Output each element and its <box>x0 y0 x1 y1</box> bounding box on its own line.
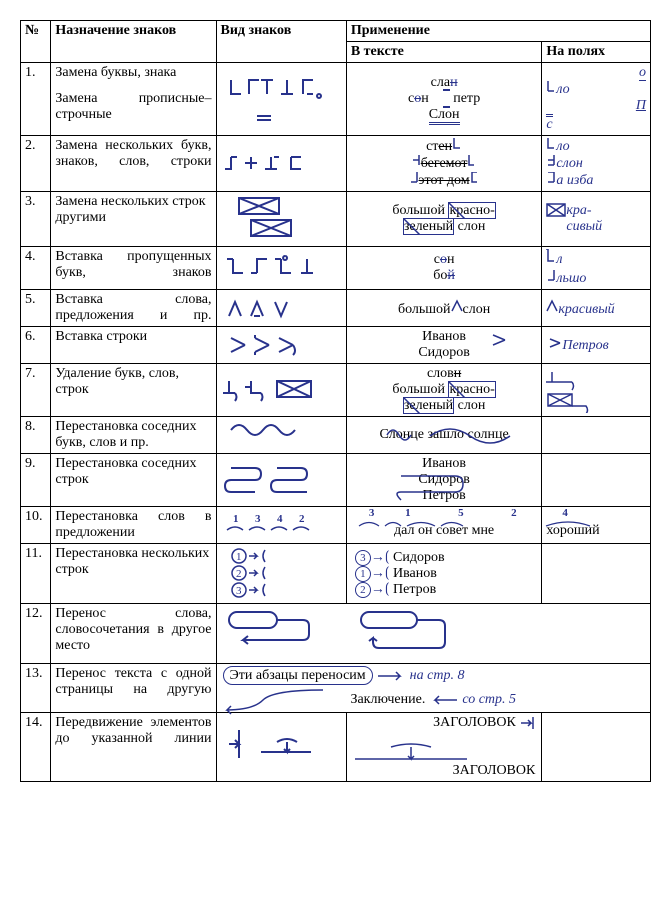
svg-text:4: 4 <box>277 513 283 525</box>
svg-text:2: 2 <box>236 568 242 580</box>
mark-icon <box>413 155 421 167</box>
curve-icon <box>223 688 333 716</box>
table-row: 13. Перенос текста с одной страницы на д… <box>21 664 651 713</box>
table-row: 2. Замена нескольких букв, знаков, слов,… <box>21 136 651 192</box>
col-assignment: Назначение знаков <box>51 21 216 63</box>
delete-icon <box>221 375 321 405</box>
reorder-icon: 1 3 4 2 <box>221 510 331 540</box>
align-right-icon <box>519 715 535 731</box>
table-row: 6. Вставка строки Иванов Сидоров Петров <box>21 327 651 364</box>
table-row: 4. Вставка пропущенных букв, знаков сон … <box>21 247 651 290</box>
swap-lines-icon <box>221 460 321 500</box>
table-row: 10. Перестановка слов в предложении 1 3 … <box>21 507 651 544</box>
mark-icon <box>546 155 556 167</box>
transpose-icon <box>385 425 415 445</box>
caret-icon <box>451 299 463 313</box>
insert-mark-icon <box>221 253 331 283</box>
table-row: 11. Перестановка нескольких строк 1 2 3 … <box>21 544 651 604</box>
delete-margin-icon <box>546 368 606 413</box>
table-row: 14. Передвижение элементов до указанной … <box>21 713 651 782</box>
replace-multi-icon <box>221 149 331 179</box>
col-margin: На полях <box>542 42 651 63</box>
mark-icon <box>546 249 556 263</box>
cross-icon <box>449 203 494 218</box>
row-margin: о ло П с <box>542 63 651 136</box>
table-row: 1. Замена буквы, знака Замена прописные–… <box>21 63 651 136</box>
swap-lines-icon <box>395 470 475 508</box>
col-intext: В тексте <box>346 42 542 63</box>
col-number: № <box>21 21 51 63</box>
row-intext: слан сон петр Слон <box>346 63 542 136</box>
caret-icon <box>546 299 558 313</box>
mark-icon <box>546 81 556 93</box>
cross-icon <box>404 398 453 413</box>
cross-icon <box>449 382 494 397</box>
row-assign: Замена буквы, знака Замена прописные– ст… <box>51 63 216 136</box>
table-row: 7. Удаление букв, слов, строк словн боль… <box>21 364 651 417</box>
arrow-right-icon <box>376 670 406 682</box>
align-icon <box>221 722 331 772</box>
mark-icon <box>546 172 556 184</box>
cross-icon <box>404 219 453 234</box>
row-num: 1. <box>21 63 51 136</box>
svg-text:3: 3 <box>236 585 242 597</box>
header-row-1: № Назначение знаков Вид знаков Применени… <box>21 21 651 42</box>
mark-icon <box>470 172 478 184</box>
reorder-arc-icon <box>357 518 517 528</box>
table-row: 3. Замена нескольких строк другими больш… <box>21 192 651 247</box>
mark-icon <box>546 138 556 150</box>
proofreaders-marks-table: № Назначение знаков Вид знаков Применени… <box>20 20 651 782</box>
col-application: Применение <box>346 21 650 42</box>
insert-line-icon <box>546 337 562 349</box>
svg-text:1: 1 <box>236 551 242 563</box>
insert-line-icon <box>221 333 311 358</box>
mark-icon <box>452 138 462 150</box>
caret-icon <box>221 296 301 321</box>
table-row: 5. Вставка слова, предложения и пр. боль… <box>21 290 651 327</box>
reorder-lines-icon: 1 2 3 <box>221 546 311 601</box>
move-block-icon <box>221 606 521 661</box>
crossed-box-icon <box>546 203 566 219</box>
mark-icon <box>546 268 556 282</box>
align-down-icon <box>351 741 471 763</box>
reorder-arc-icon <box>544 518 594 528</box>
transpose-icon <box>428 425 518 447</box>
insert-line-icon <box>489 333 507 347</box>
arrow-left-icon <box>429 694 459 706</box>
table-row: 9. Перестановка соседних строк Иванов Си… <box>21 454 651 507</box>
table-row: 12. Перенос слова, словосочетания в друг… <box>21 604 651 664</box>
mark-icon <box>411 172 419 184</box>
row-marks <box>216 63 346 136</box>
table-row: 8. Перестановка соседних букв, слов и пр… <box>21 417 651 454</box>
crossed-box-icon <box>221 194 311 244</box>
svg-text:3: 3 <box>255 513 261 525</box>
svg-text:2: 2 <box>299 513 305 525</box>
replace-mark-icon <box>221 72 331 127</box>
col-appearance: Вид знаков <box>216 21 346 63</box>
mark-icon <box>467 155 475 167</box>
transpose-icon <box>221 420 311 450</box>
svg-text:1: 1 <box>233 513 239 525</box>
